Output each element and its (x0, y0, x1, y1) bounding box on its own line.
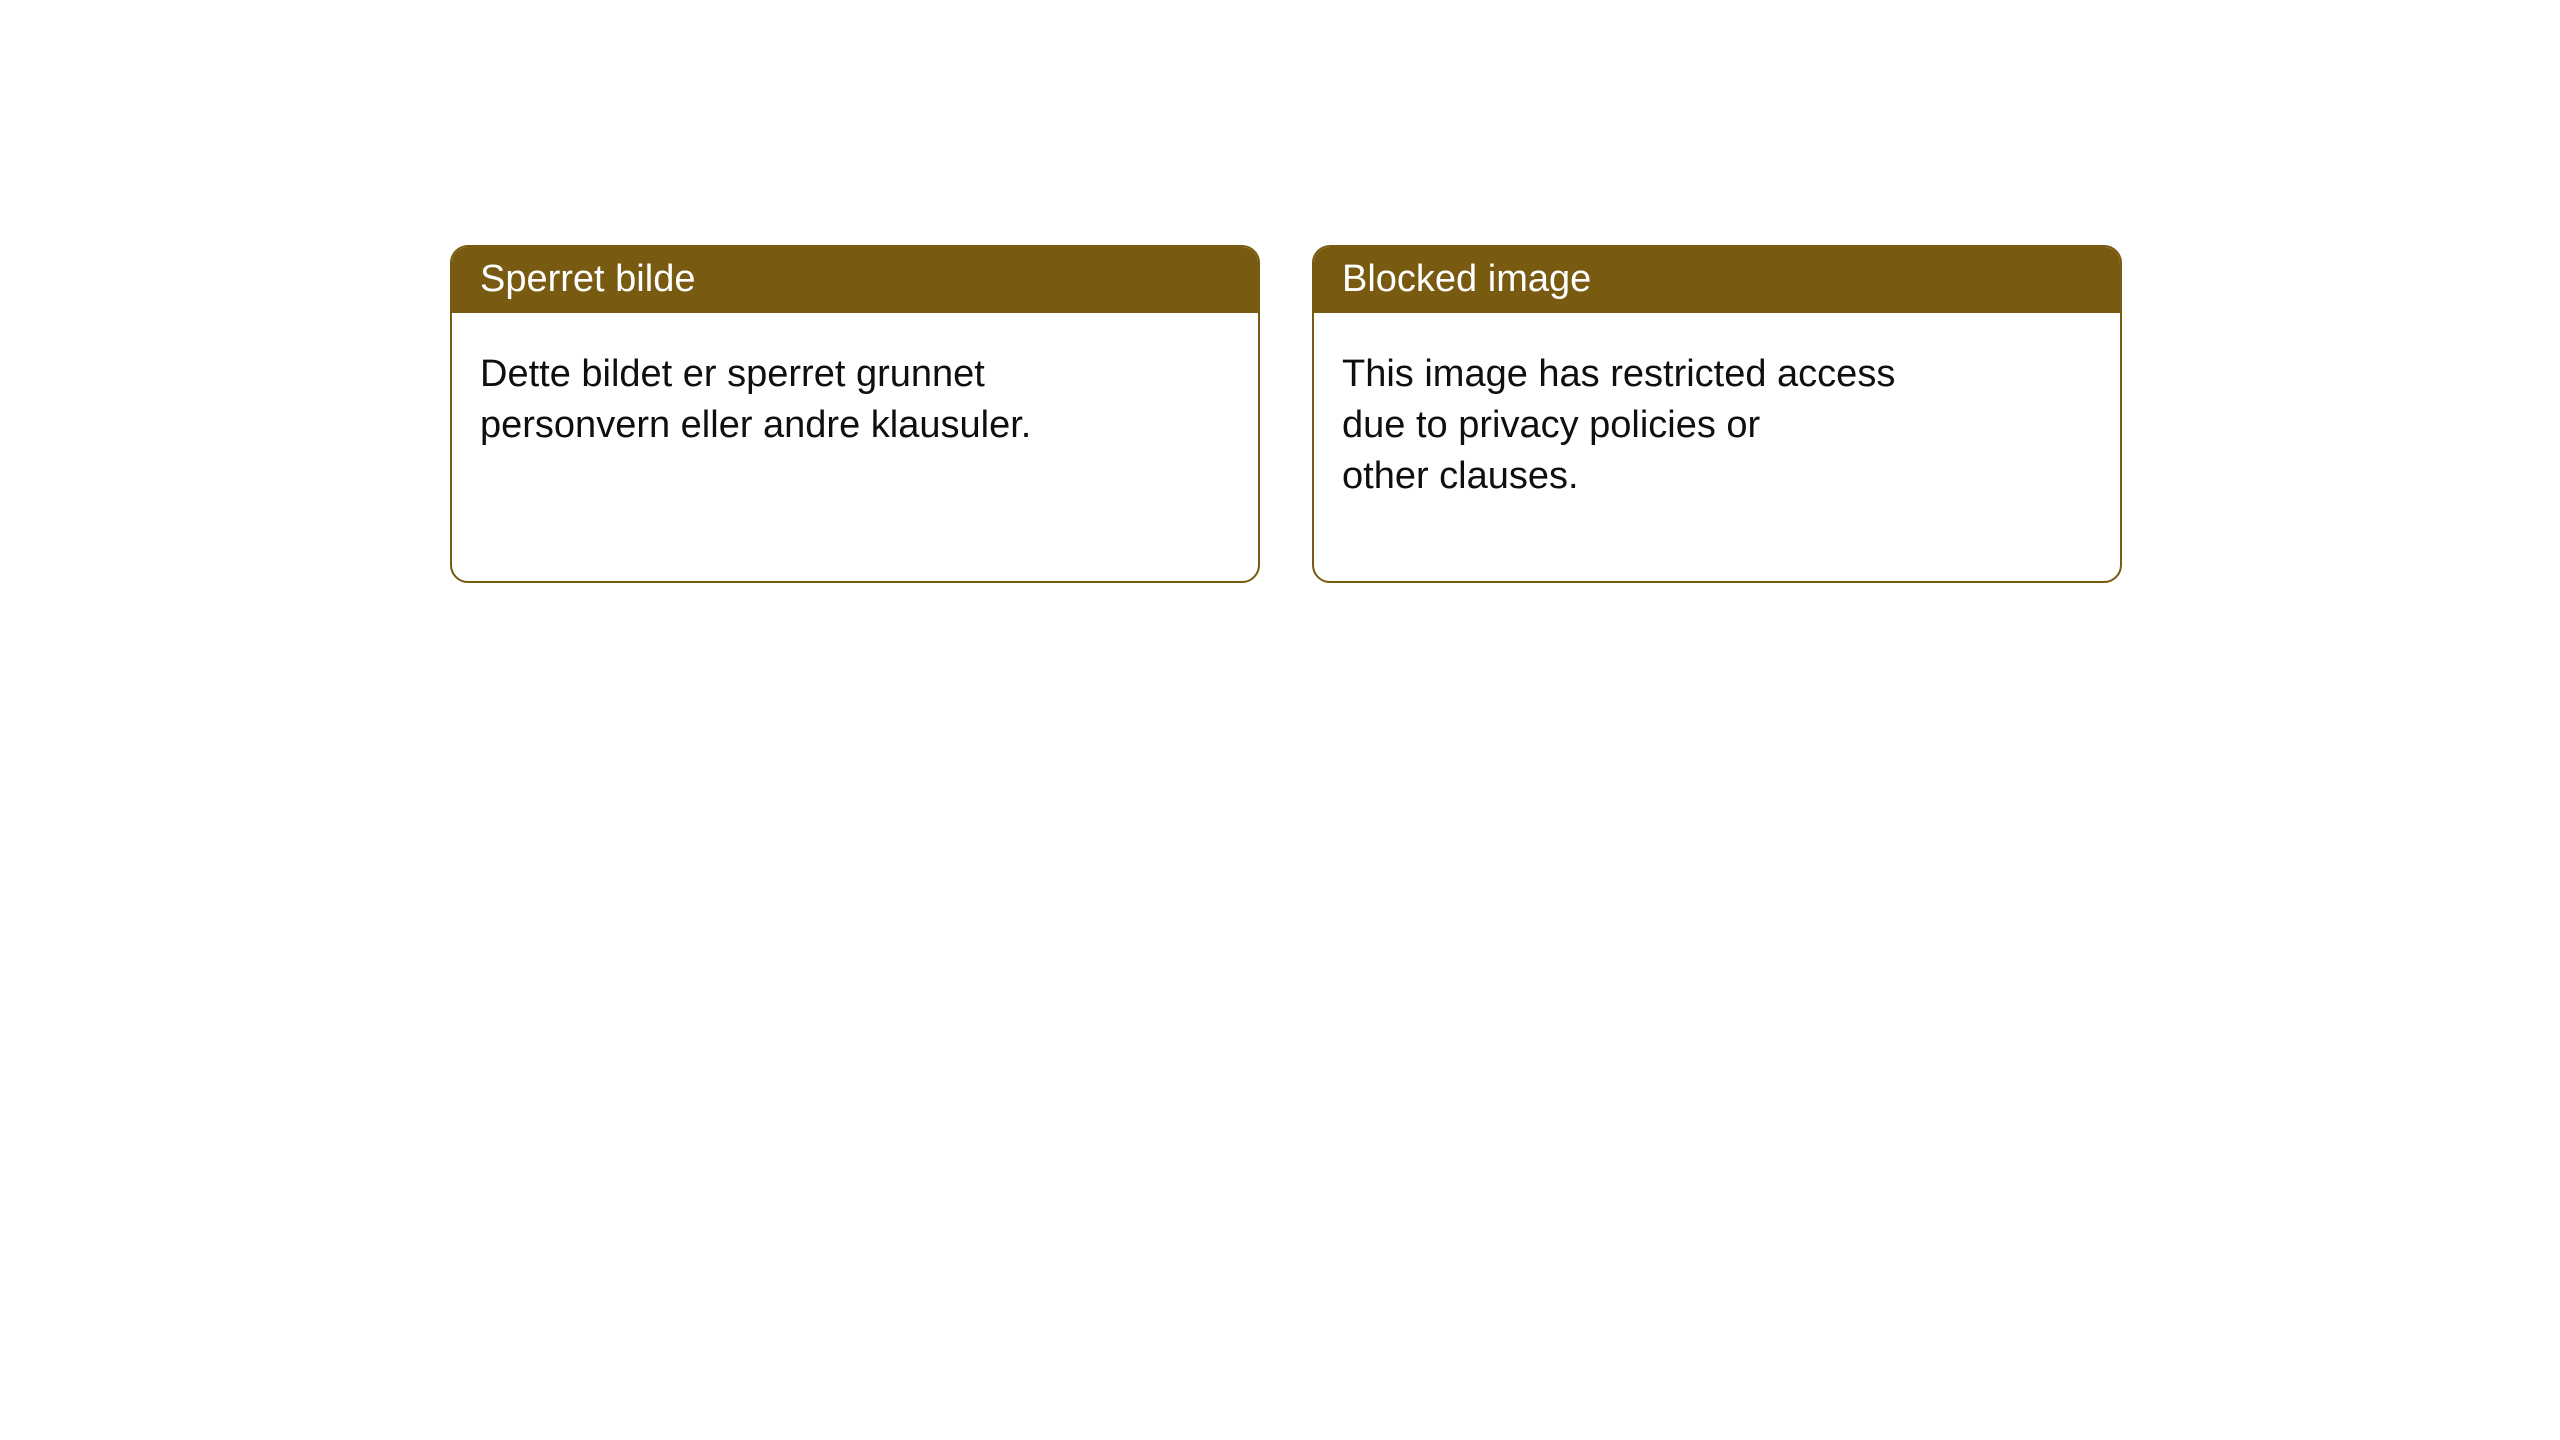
card-header-english: Blocked image (1314, 247, 2120, 313)
notice-card-english: Blocked image This image has restricted … (1312, 245, 2122, 583)
notice-card-norwegian: Sperret bilde Dette bildet er sperret gr… (450, 245, 1260, 583)
card-body-norwegian: Dette bildet er sperret grunnet personve… (452, 313, 1258, 488)
card-body-english: This image has restricted access due to … (1314, 313, 2120, 539)
card-header-norwegian: Sperret bilde (452, 247, 1258, 313)
notice-cards-container: Sperret bilde Dette bildet er sperret gr… (450, 245, 2122, 583)
